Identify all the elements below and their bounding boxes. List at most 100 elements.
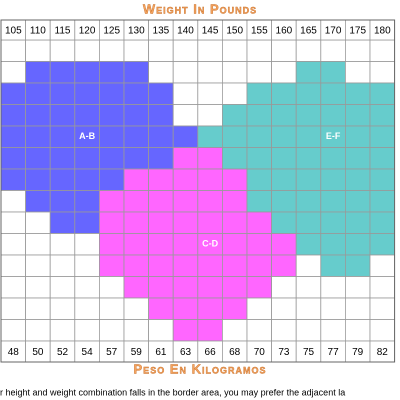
cell [246, 276, 273, 299]
cell [49, 297, 76, 320]
pound-label: 180 [374, 26, 391, 37]
cell [25, 190, 51, 213]
cell [246, 147, 273, 170]
cell [99, 297, 125, 320]
cell [148, 39, 174, 62]
cell [49, 39, 76, 62]
cell [172, 319, 199, 342]
cell [197, 319, 223, 342]
cell [148, 147, 174, 170]
cell [148, 168, 174, 191]
pound-label: 140 [177, 26, 194, 37]
cell [148, 125, 174, 148]
cell [99, 254, 125, 277]
cell [0, 233, 27, 256]
cell [74, 190, 100, 213]
cell [320, 276, 346, 299]
cell [25, 211, 51, 234]
cell [99, 319, 125, 342]
cell [172, 147, 199, 170]
cell [344, 254, 371, 277]
cell [99, 276, 125, 299]
cell [25, 147, 51, 170]
cell [246, 82, 273, 105]
cell [25, 61, 51, 84]
cell [197, 61, 223, 84]
cell [197, 168, 223, 191]
cell [320, 147, 346, 170]
cell [221, 168, 248, 191]
cell [172, 125, 199, 148]
cell [0, 211, 27, 234]
cell [320, 297, 346, 320]
cell [369, 254, 396, 277]
cell [0, 297, 27, 320]
cell [320, 39, 346, 62]
cell [271, 276, 297, 299]
note: r height and weight combination falls in… [0, 387, 345, 397]
cell [0, 104, 27, 127]
cell [320, 168, 346, 191]
cell [369, 233, 396, 256]
cell [320, 319, 346, 342]
cell [271, 104, 297, 127]
cell [25, 254, 51, 277]
cell [295, 254, 322, 277]
cell [344, 211, 371, 234]
cell [271, 168, 297, 191]
cell [320, 254, 346, 277]
pound-label: 110 [30, 26, 46, 37]
cell [49, 168, 76, 191]
cell [123, 125, 150, 148]
cell [295, 276, 322, 299]
cell [172, 233, 199, 256]
cell [123, 254, 150, 277]
cell [344, 319, 371, 342]
cell [74, 254, 100, 277]
cell [221, 190, 248, 213]
chart-title: Weight In Pounds [143, 1, 257, 16]
cell [74, 233, 100, 256]
cell [49, 125, 76, 148]
cell [74, 211, 100, 234]
cell [344, 104, 371, 127]
cell [0, 82, 27, 105]
cell [74, 319, 100, 342]
cell [369, 168, 396, 191]
cell [99, 39, 125, 62]
cell [49, 276, 76, 299]
cell [172, 61, 199, 84]
cell [246, 39, 273, 62]
cell [123, 82, 150, 105]
cell [49, 190, 76, 213]
cell [271, 297, 297, 320]
cell [320, 61, 346, 84]
cell [123, 190, 150, 213]
cell [369, 276, 396, 299]
cell [74, 104, 100, 127]
cell [148, 211, 174, 234]
cell [271, 147, 297, 170]
cell [123, 147, 150, 170]
cell [49, 104, 76, 127]
cell [320, 82, 346, 105]
cell [197, 211, 223, 234]
cell [99, 190, 125, 213]
cell [344, 297, 371, 320]
pound-label: 150 [226, 26, 243, 37]
kg-label: 82 [377, 347, 389, 358]
cell [25, 319, 51, 342]
cell [221, 233, 248, 256]
cell [148, 61, 174, 84]
cell [197, 276, 223, 299]
cell [123, 61, 150, 84]
cell [25, 233, 51, 256]
kg-label: 70 [254, 347, 266, 358]
cell [148, 297, 174, 320]
cell [246, 233, 273, 256]
cell [25, 82, 51, 105]
cell [295, 125, 322, 148]
cell [320, 233, 346, 256]
cell [74, 39, 100, 62]
cell [344, 61, 371, 84]
